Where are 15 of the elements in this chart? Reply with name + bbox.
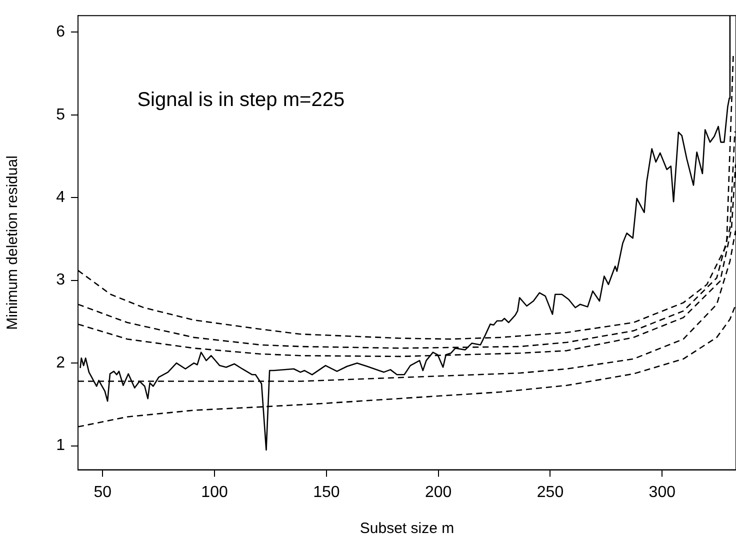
y-tick-label: 4 — [56, 189, 66, 206]
annotation: Signal is in step m=225 — [137, 89, 345, 112]
x-tick-label: 150 — [313, 484, 340, 501]
x-axis-title: Subset size m — [360, 520, 454, 538]
y-tick-label: 3 — [56, 272, 66, 289]
x-tick-label: 250 — [536, 484, 564, 501]
y-tick-label: 6 — [56, 24, 66, 41]
y-axis-title: Minimum deletion residual — [4, 156, 22, 330]
x-tick-label: 300 — [648, 484, 676, 501]
x-tick-label: 50 — [94, 484, 112, 501]
x-tick-label: 100 — [201, 484, 228, 501]
y-tick-label: 5 — [56, 106, 66, 124]
y-tick-label: 2 — [56, 354, 66, 372]
x-tick-label: 200 — [424, 484, 452, 501]
y-tick-label: 1 — [56, 437, 66, 454]
